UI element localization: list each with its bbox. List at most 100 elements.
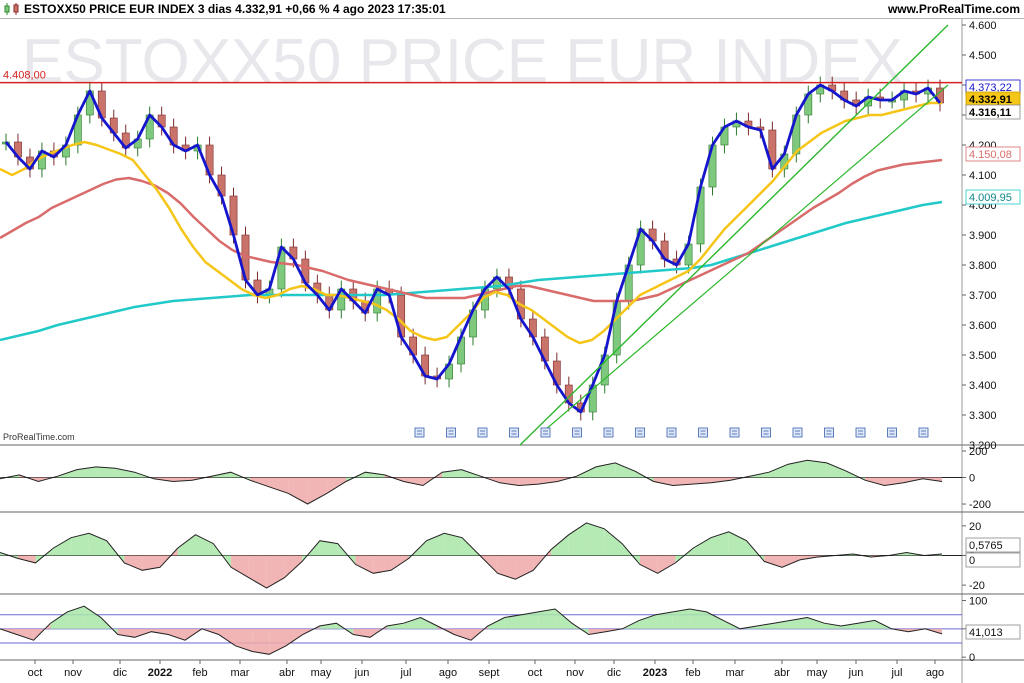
x-tick-label: ago	[439, 667, 457, 679]
event-icon-frame	[666, 427, 677, 438]
osc-fill	[124, 555, 143, 571]
event-icon	[698, 427, 708, 438]
osc-fill	[177, 534, 196, 556]
value-label-box	[965, 624, 1021, 640]
osc-fill	[568, 522, 587, 556]
osc-fill	[134, 628, 152, 638]
osc-fill	[151, 628, 169, 635]
y-tick-label: 3.300	[969, 410, 997, 422]
x-tick-label: feb	[685, 667, 700, 679]
osc-fill	[841, 623, 858, 629]
osc-fill	[386, 623, 404, 629]
x-tick-label: sept	[479, 667, 500, 679]
osc-fill	[807, 617, 825, 629]
osc-fill	[444, 533, 463, 556]
event-icon	[446, 427, 456, 438]
x-tick-label: oct	[28, 667, 43, 679]
event-icon-frame	[761, 427, 771, 438]
site-link[interactable]: www.ProRealTime.com	[887, 2, 1020, 16]
osc-fill	[586, 522, 605, 556]
osc-fill	[756, 623, 774, 629]
osc-fill	[653, 477, 673, 486]
x-tick-label: abr	[774, 667, 790, 679]
x-tick-label: dic	[607, 667, 622, 679]
osc-fill	[403, 477, 423, 486]
x-tick-label: may	[311, 667, 332, 679]
osc-fill	[604, 528, 623, 556]
osc-fill	[764, 555, 783, 568]
resistance-label: 4.408,00	[3, 70, 46, 82]
osc-fill	[285, 628, 303, 646]
osc-fill	[657, 555, 676, 574]
value-label: 41,013	[969, 627, 1003, 639]
price-label: 4.150,08	[969, 149, 1012, 161]
osc-fill	[288, 477, 308, 505]
ma-cyan-line	[0, 200, 943, 342]
price-label-box	[965, 146, 1021, 162]
y-tick-label: 3.900	[969, 230, 997, 242]
osc-fill	[269, 477, 289, 494]
osc-line	[0, 605, 943, 655]
oscillator-panel-1: 200 0 -200	[0, 446, 1024, 513]
osc-fill	[426, 533, 445, 556]
event-icon-frame	[603, 427, 614, 438]
osc-fill	[373, 555, 392, 574]
osc-fill	[595, 462, 616, 478]
osc-fill	[420, 617, 438, 629]
price-label-box	[965, 189, 1021, 205]
osc-fill	[504, 614, 522, 629]
osc-fill	[826, 462, 846, 478]
osc-fill	[142, 555, 160, 571]
osc-fill	[782, 555, 800, 568]
osc-fill	[249, 477, 270, 487]
osc-fill	[711, 477, 731, 483]
event-icon	[761, 427, 771, 438]
x-tick-label: jul	[399, 667, 411, 679]
event-icon	[603, 427, 614, 438]
osc-fill	[84, 606, 101, 629]
event-icon	[666, 427, 677, 438]
value-label: 0,5765	[969, 540, 1003, 552]
osc-fill	[168, 628, 186, 641]
osc-fill	[588, 628, 606, 635]
osc-fill	[639, 555, 658, 574]
price-label: 4.373,22	[969, 82, 1012, 94]
osc-fill	[115, 468, 135, 478]
y-tick-label: 3.700	[969, 290, 997, 302]
osc-fill	[728, 531, 747, 556]
osc-fill	[790, 617, 808, 629]
osc-fill	[173, 477, 193, 482]
osc-fill	[76, 466, 97, 478]
osc-fill	[487, 617, 505, 629]
x-tick-label: jul	[890, 667, 902, 679]
event-icon-frame	[729, 427, 740, 438]
event-icon-frame	[918, 427, 929, 438]
osc-fill	[538, 609, 556, 629]
oscillator-panel-3: 10050041,013	[0, 596, 1024, 664]
event-icon	[918, 427, 929, 438]
osc-line	[0, 459, 943, 505]
event-icon	[414, 427, 425, 438]
event-icon-frame	[572, 427, 582, 438]
y-tick-label: 3.400	[969, 380, 997, 392]
osc-fill	[550, 534, 569, 556]
osc-fill	[555, 609, 572, 629]
osc-fill	[117, 628, 135, 638]
event-icon	[635, 427, 645, 438]
osc-fill	[326, 477, 347, 494]
event-icon-frame	[635, 427, 645, 438]
osc-fill	[672, 609, 690, 629]
x-tick-label: may	[807, 667, 828, 679]
osc-fill	[71, 533, 89, 556]
osc-fill	[454, 628, 471, 641]
watermark-text: ESTOXX50 PRICE EUR INDEX	[22, 27, 903, 96]
ma-red-line	[0, 158, 943, 303]
osc-fill	[67, 606, 85, 629]
event-icon-frame	[509, 427, 519, 438]
osc-fill	[710, 531, 729, 556]
x-axis: oct nov dic 2022 feb mar abr may jun jul ago sept oc…	[28, 660, 944, 679]
event-icon	[792, 427, 803, 438]
event-icon	[855, 427, 866, 438]
